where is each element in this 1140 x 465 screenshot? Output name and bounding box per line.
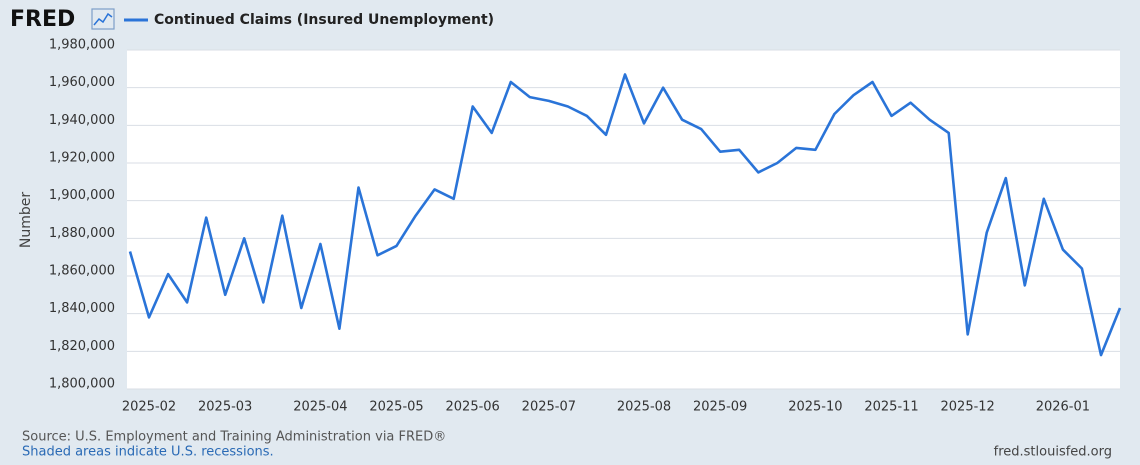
source: Source: U.S. Employment and Training Adm… (22, 430, 446, 445)
y-tick-label: 1,980,000 (49, 38, 115, 53)
x-tick-label: 2025-11 (864, 400, 918, 415)
x-tick-label: 2025-06 (446, 400, 500, 415)
x-tick-label: 2025-02 (122, 400, 176, 415)
logo-icon (91, 8, 115, 30)
logo: FRED (10, 7, 75, 32)
y-tick-label: 1,800,000 (49, 377, 115, 392)
y-tick-label: 1,940,000 (49, 113, 115, 128)
y-tick-label: 1,860,000 (49, 264, 115, 279)
x-tick-label: 2025-08 (617, 400, 671, 415)
note: Shaded areas indicate U.S. recessions. (22, 445, 274, 460)
x-tick-label: 2025-09 (693, 400, 747, 415)
x-tick-label: 2025-05 (369, 400, 423, 415)
x-tick-label: 2025-10 (788, 400, 842, 415)
x-tick-label: 2025-07 (522, 400, 576, 415)
site: fred.stlouisfed.org (994, 445, 1112, 460)
y-axis-label: Number (18, 192, 34, 248)
x-tick-label: 2025-12 (941, 400, 995, 415)
y-tick-label: 1,820,000 (49, 339, 115, 354)
x-tick-label: 2025-03 (198, 400, 252, 415)
y-tick-label: 1,900,000 (49, 188, 115, 203)
x-tick-label: 2026-01 (1036, 400, 1090, 415)
legend-label: Continued Claims (Insured Unemployment) (154, 12, 494, 28)
series-line (128, 73, 1122, 357)
plot-area (127, 50, 1120, 389)
y-tick-label: 1,960,000 (49, 75, 115, 90)
x-tick-label: 2025-04 (293, 400, 347, 415)
y-tick-label: 1,840,000 (49, 301, 115, 316)
y-tick-label: 1,880,000 (49, 226, 115, 241)
y-tick-label: 1,920,000 (49, 151, 115, 166)
